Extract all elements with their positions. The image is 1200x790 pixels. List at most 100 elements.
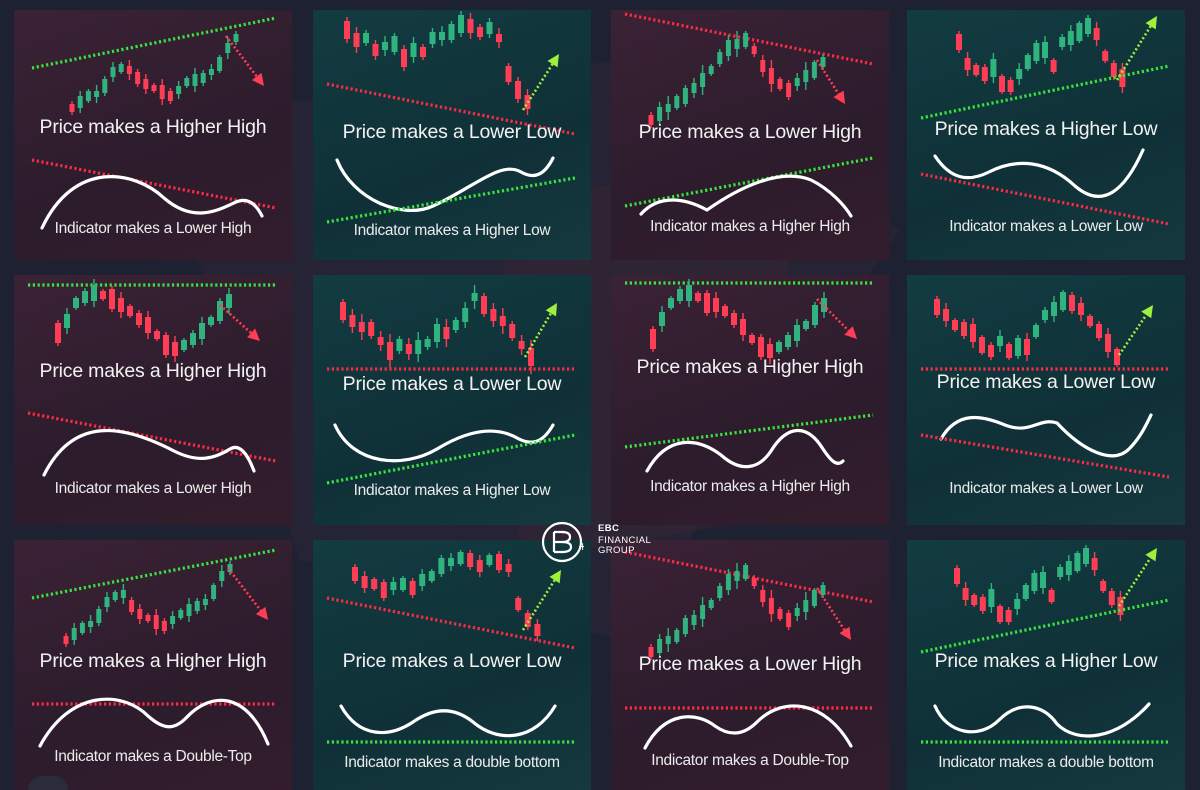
candle-body bbox=[768, 598, 774, 614]
logo-brand-text: EBC bbox=[598, 523, 620, 534]
candle-body bbox=[988, 589, 995, 607]
indicator-caption: Indicator makes a Lower High bbox=[54, 220, 252, 237]
price-trendline bbox=[31, 16, 277, 70]
indicator-caption: Indicator makes a Lower Low bbox=[949, 480, 1143, 497]
candle-body bbox=[178, 610, 184, 618]
candle-body bbox=[91, 285, 97, 301]
candle-body bbox=[990, 59, 997, 77]
price-trendline bbox=[920, 64, 1170, 120]
price-arrow bbox=[1117, 548, 1157, 607]
candle-body bbox=[1105, 334, 1111, 352]
candle-body bbox=[760, 590, 766, 602]
candle-body bbox=[471, 293, 478, 301]
indicator-curve bbox=[933, 702, 1151, 738]
candle-body bbox=[740, 319, 746, 335]
candle-body bbox=[786, 83, 792, 97]
candle-body bbox=[129, 600, 135, 612]
price-caption: Price makes a Lower High bbox=[638, 653, 862, 675]
price-arrow bbox=[1117, 305, 1153, 356]
candle-body bbox=[1031, 573, 1038, 591]
candle-body bbox=[1067, 31, 1074, 45]
candle-body bbox=[344, 21, 350, 39]
divergence-panel-r1c1: Price makes a Higher High Indicator makes… bbox=[14, 10, 292, 260]
candle-body bbox=[528, 348, 534, 366]
candle-body bbox=[161, 621, 167, 631]
candle-body bbox=[390, 582, 397, 590]
price-caption: Price makes a Higher High bbox=[39, 650, 267, 672]
candle-body bbox=[820, 585, 826, 595]
candle-body bbox=[665, 104, 671, 112]
candle-body bbox=[717, 52, 723, 64]
indicator-curve bbox=[40, 175, 264, 230]
candle-body bbox=[401, 49, 407, 67]
candle-body bbox=[1015, 338, 1021, 356]
candle-body bbox=[988, 345, 994, 357]
logo-line1-text: FINANCIAL bbox=[598, 535, 652, 546]
price-caption: Price makes a Higher Low bbox=[934, 650, 1158, 672]
candle-body bbox=[184, 78, 190, 86]
candle-body bbox=[505, 564, 512, 572]
candle-body bbox=[496, 34, 502, 42]
candle-body bbox=[952, 320, 958, 330]
candle-body bbox=[420, 47, 426, 57]
candle-body bbox=[794, 78, 800, 86]
candle-body bbox=[1083, 548, 1089, 564]
candlesticks bbox=[956, 15, 1126, 95]
indicator-trendline bbox=[326, 433, 576, 485]
candle-body bbox=[758, 337, 764, 357]
candle-body bbox=[94, 91, 100, 97]
candle-body bbox=[677, 289, 683, 301]
candle-body bbox=[971, 595, 978, 605]
candle-body bbox=[1048, 590, 1055, 602]
candle-body bbox=[943, 309, 949, 321]
candle-body bbox=[981, 67, 988, 81]
candle-body bbox=[731, 313, 737, 325]
divergence-panel-r3c2: Price makes a Lower Low Indicator makes a… bbox=[313, 540, 591, 790]
candle-body bbox=[704, 293, 710, 313]
candle-body bbox=[181, 340, 187, 350]
candle-body bbox=[743, 565, 749, 579]
candle-body bbox=[997, 336, 1003, 346]
candle-body bbox=[1057, 567, 1064, 577]
indicator-caption: Indicator makes a double bottom bbox=[938, 754, 1154, 771]
candle-body bbox=[650, 329, 656, 349]
candle-body bbox=[970, 324, 976, 342]
panel-illustration bbox=[920, 545, 1170, 744]
candle-body bbox=[69, 104, 75, 112]
candle-body bbox=[387, 342, 393, 360]
candle-body bbox=[100, 291, 106, 299]
candle-body bbox=[534, 624, 541, 636]
candlesticks bbox=[648, 31, 826, 128]
candle-body bbox=[997, 606, 1003, 622]
price-arrow bbox=[523, 303, 557, 358]
candle-body bbox=[219, 571, 225, 581]
candle-body bbox=[708, 66, 714, 74]
candlesticks bbox=[340, 285, 534, 374]
svg-text:+: + bbox=[578, 540, 584, 553]
candle-body bbox=[682, 618, 688, 634]
candle-body bbox=[803, 70, 809, 82]
indicator-curve bbox=[939, 413, 1153, 458]
candle-body bbox=[368, 322, 375, 336]
candle-body bbox=[1005, 610, 1012, 622]
candle-body bbox=[467, 553, 474, 567]
candle-body bbox=[154, 331, 160, 339]
candle-body bbox=[55, 323, 61, 343]
candle-body bbox=[1076, 23, 1083, 41]
candle-body bbox=[77, 96, 83, 108]
divergence-panel-r3c1: Price makes a Higher High Indicator makes… bbox=[14, 540, 292, 790]
indicator-curve bbox=[643, 704, 853, 750]
candle-body bbox=[509, 324, 516, 338]
candlesticks bbox=[344, 11, 531, 115]
candle-body bbox=[1051, 302, 1057, 316]
candle-body bbox=[172, 342, 178, 356]
candle-body bbox=[145, 317, 151, 333]
candle-body bbox=[434, 324, 440, 342]
candle-body bbox=[496, 554, 502, 570]
indicator-caption: Indicator makes a Higher High bbox=[650, 218, 850, 235]
price-caption: Price makes a Lower Low bbox=[342, 373, 562, 395]
candle-body bbox=[167, 91, 173, 101]
candle-body bbox=[954, 568, 960, 584]
candle-body bbox=[1100, 581, 1107, 591]
candle-body bbox=[1022, 585, 1029, 599]
